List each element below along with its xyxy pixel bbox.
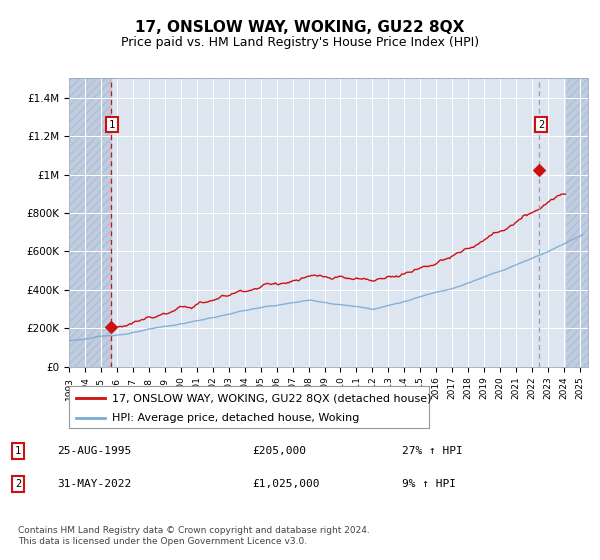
Text: 17, ONSLOW WAY, WOKING, GU22 8QX (detached house): 17, ONSLOW WAY, WOKING, GU22 8QX (detach… [112, 393, 432, 403]
Text: 31-MAY-2022: 31-MAY-2022 [57, 479, 131, 489]
Point [534, 165, 544, 174]
Text: 17, ONSLOW WAY, WOKING, GU22 8QX: 17, ONSLOW WAY, WOKING, GU22 8QX [136, 20, 464, 35]
Bar [566, 78, 588, 367]
Bar [69, 78, 112, 367]
Text: £1,025,000: £1,025,000 [252, 479, 320, 489]
Text: HPI: Average price, detached house, Woking: HPI: Average price, detached house, Woki… [112, 413, 359, 423]
Text: Contains HM Land Registry data © Crown copyright and database right 2024.
This d: Contains HM Land Registry data © Crown c… [18, 526, 370, 546]
Text: £205,000: £205,000 [252, 446, 306, 456]
Text: 1: 1 [109, 119, 115, 129]
Bar [69, 78, 112, 367]
Text: 9% ↑ HPI: 9% ↑ HPI [402, 479, 456, 489]
Text: 2: 2 [15, 479, 21, 489]
Text: 27% ↑ HPI: 27% ↑ HPI [402, 446, 463, 456]
Text: 25-AUG-1995: 25-AUG-1995 [57, 446, 131, 456]
Text: Price paid vs. HM Land Registry's House Price Index (HPI): Price paid vs. HM Land Registry's House … [121, 36, 479, 49]
Bar [566, 78, 588, 367]
Text: 2: 2 [538, 119, 544, 129]
Text: 1: 1 [15, 446, 21, 456]
Point [107, 323, 116, 332]
